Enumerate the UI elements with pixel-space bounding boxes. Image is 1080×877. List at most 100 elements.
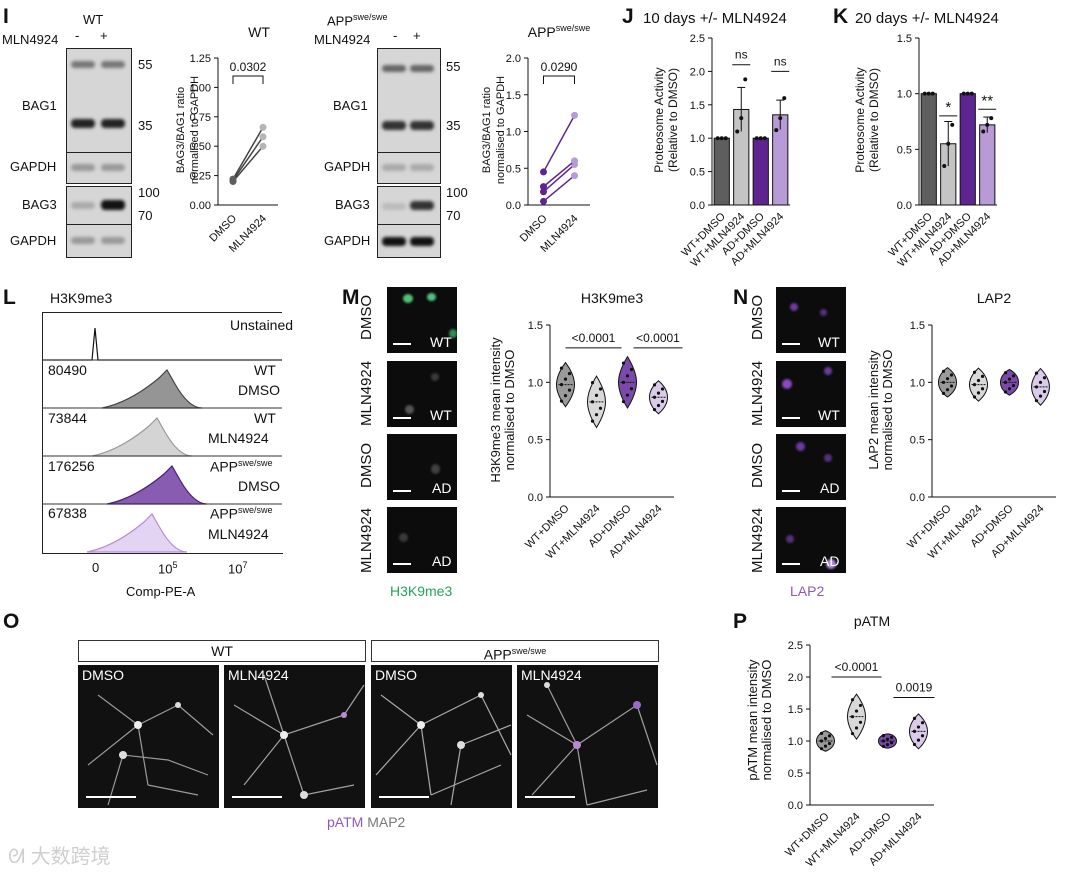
neuro-cond-3: DMSO	[375, 667, 417, 683]
mw-70-app: 70	[446, 208, 461, 223]
chart-k-annotation: *	[945, 99, 951, 116]
micro-n-tag-2: WT	[818, 407, 840, 423]
neuro-img-2: MLN4924	[224, 665, 365, 808]
chart-k-ytick-label: 0.0	[897, 200, 912, 212]
micro-m-4	[387, 507, 457, 573]
chart-p-point	[912, 729, 917, 734]
chart-i-wt-pair-line	[232, 145, 264, 182]
chart-m-point	[621, 380, 626, 384]
chart-n-point	[1011, 383, 1016, 388]
chart-p-point	[854, 709, 859, 713]
micro-m-tag-2: WT	[430, 407, 452, 423]
chart-i-app-ytick-label: 0.0	[506, 200, 521, 212]
chart-n-point	[972, 383, 977, 387]
chart-i-app-pair-line	[543, 175, 575, 202]
chart-i-wt-ytick-label: 1.25	[190, 53, 211, 65]
chart-m-point	[567, 388, 572, 392]
chart-m-title: H3K9me3	[581, 290, 643, 306]
chart-p-point	[881, 734, 886, 738]
chart-p-point	[858, 720, 863, 724]
chart-p-point	[889, 735, 894, 740]
blot-label-bag3-app: BAG3	[335, 197, 370, 212]
chart-p-point	[823, 744, 828, 748]
chart-p-point	[854, 726, 859, 730]
chart-p-point	[850, 698, 855, 702]
chart-j-point	[762, 136, 767, 141]
chart-i-wt-ylabel: normalised to GAPDH	[189, 76, 201, 184]
chart-n-point	[1038, 380, 1043, 384]
chart-n-point	[1034, 371, 1039, 375]
chart-n-ylabel: LAP2 mean intensity	[866, 350, 881, 470]
panel-label-j: J	[622, 5, 634, 28]
micro-m-tag-3: AD	[432, 480, 452, 496]
chart-m-point	[621, 399, 626, 404]
chart-n-point	[980, 387, 985, 391]
chart-i-wt-pair-line	[232, 136, 264, 181]
chart-k-point	[922, 91, 927, 96]
mw-55-app: 55	[446, 59, 461, 74]
chart-n-point	[949, 384, 954, 388]
chart-i-app-pair-line	[543, 160, 575, 188]
chart-m-pvalue: <0.0001	[636, 331, 680, 345]
chart-n-title: LAP2	[977, 290, 1011, 306]
chart-i-app-pair-line	[542, 114, 576, 173]
chart-p-ytick-label: 1.0	[788, 736, 803, 748]
chart-j-point	[774, 128, 779, 133]
chart-k-point	[946, 141, 951, 146]
flow-histogram-3	[106, 465, 208, 505]
chart-j-point	[723, 136, 728, 141]
chart-p-ytick-label: 2.5	[788, 640, 803, 652]
chart-p-point	[889, 741, 894, 745]
chart-n-point	[1003, 371, 1008, 375]
chart-k-ylabel: Proteosome Activity	[853, 67, 867, 172]
chart-m-point	[621, 361, 626, 365]
chart-j-point	[715, 136, 720, 141]
mw-35-app: 35	[446, 118, 461, 133]
chart-m-point	[590, 400, 595, 404]
flow-top-border	[42, 312, 282, 313]
chart-n-ytick-label: 1.0	[910, 377, 925, 389]
chart-p-point	[827, 741, 832, 746]
flow-row-name2-3: DMSO	[238, 478, 280, 494]
treatment-label-app: MLN4924	[314, 32, 371, 47]
chart-i-wt-sig-bracket	[232, 75, 264, 84]
micro-n-tag-3: AD	[820, 480, 840, 496]
flow-histogram-2	[91, 417, 193, 457]
neuro-cond-4: MLN4924	[521, 667, 582, 683]
chart-p-point	[885, 742, 890, 747]
chart-i-app-pvalue: 0.0290	[541, 60, 578, 74]
chart-p-point	[885, 737, 890, 741]
chart-k-bar	[920, 93, 937, 206]
chart-m-ytick-label: 1.0	[528, 377, 543, 389]
chart-p-point	[850, 731, 855, 736]
chart-i-app-point	[540, 183, 547, 191]
panel-label-k: K	[833, 5, 849, 28]
panel-label-m: M	[342, 286, 360, 309]
chart-n-point	[1007, 387, 1012, 391]
chart-k-point	[985, 122, 990, 127]
chart-p-pvalue: 0.0019	[896, 680, 933, 694]
mw-70-wt: 70	[138, 208, 153, 223]
blot-label-bag3-wt: BAG3	[22, 197, 57, 212]
chart-m-point	[563, 394, 568, 398]
chart-m-point	[625, 393, 630, 397]
blot-gapdh-wt-1	[66, 152, 132, 184]
chart-n-ylabel: normalised to DMSO	[880, 350, 895, 471]
lane-minus-wt: -	[75, 28, 80, 43]
blot-title-app: APPswe/swe	[327, 12, 388, 29]
chart-j-point	[743, 77, 748, 82]
chart-i-wt-title: WT	[248, 24, 270, 40]
chart-i-app-ytick-label: 1.0	[506, 127, 521, 139]
chart-m-point	[652, 383, 657, 387]
chart-n-point	[976, 391, 981, 395]
neuro-cond-2: MLN4924	[228, 667, 289, 683]
chart-j-ylabel: Proteosome Activity	[652, 67, 666, 172]
chart-i-wt-pvalue: 0.0302	[230, 60, 267, 74]
chart-m-point	[660, 399, 665, 403]
chart-i-wt-ytick-label: 0.50	[190, 141, 211, 153]
legend-map2: MAP2	[367, 814, 406, 830]
panel-label-i: I	[3, 5, 9, 28]
chart-m-point	[594, 393, 599, 398]
chart-k-point	[989, 116, 994, 121]
neuro-img-3: DMSO	[371, 665, 512, 808]
